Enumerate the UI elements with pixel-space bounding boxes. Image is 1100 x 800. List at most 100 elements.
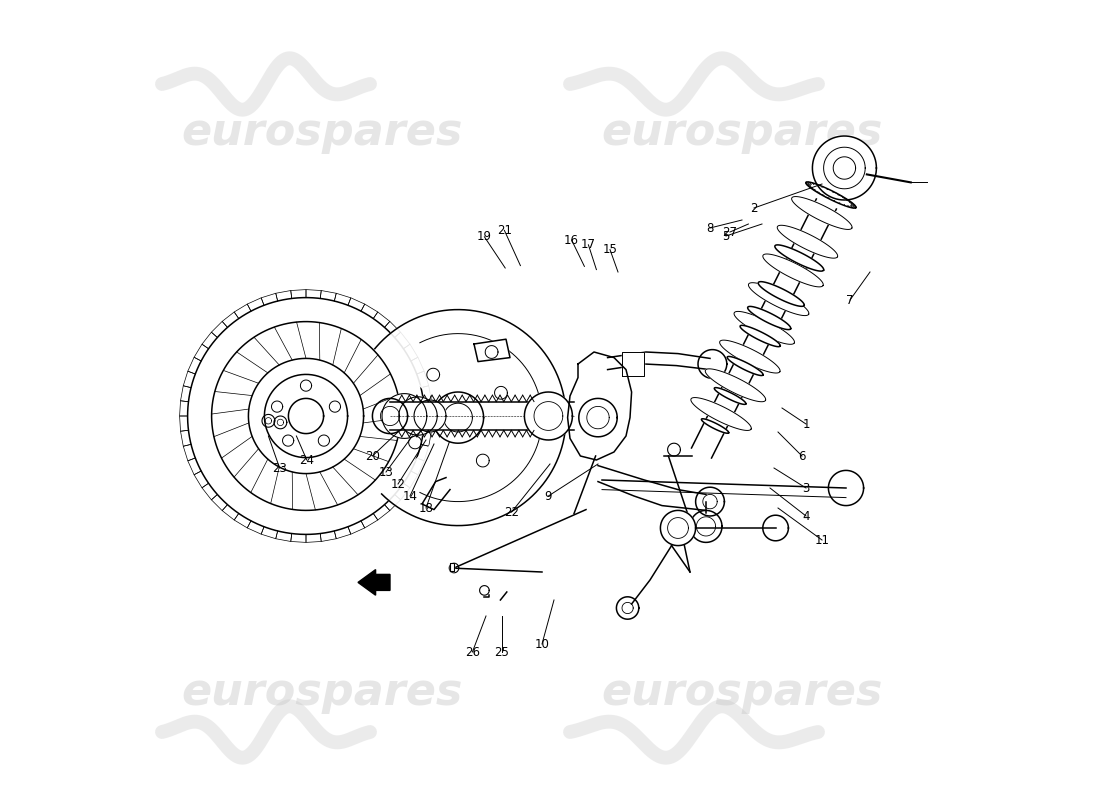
Polygon shape (211, 322, 228, 338)
Polygon shape (248, 298, 264, 311)
Text: 2: 2 (750, 202, 758, 214)
Polygon shape (734, 311, 794, 344)
Polygon shape (188, 358, 201, 374)
Text: 17: 17 (581, 238, 596, 251)
Polygon shape (691, 398, 751, 430)
Polygon shape (334, 526, 351, 538)
Text: 14: 14 (403, 490, 418, 502)
Polygon shape (184, 371, 196, 388)
Polygon shape (358, 570, 390, 595)
Polygon shape (778, 226, 838, 258)
Polygon shape (813, 136, 877, 200)
Text: eurospares: eurospares (602, 670, 882, 714)
Polygon shape (421, 430, 431, 446)
Polygon shape (404, 471, 418, 488)
Text: 9: 9 (544, 490, 552, 502)
Polygon shape (306, 534, 321, 542)
Polygon shape (525, 392, 572, 440)
Polygon shape (373, 505, 389, 520)
Polygon shape (180, 386, 191, 402)
Polygon shape (385, 322, 400, 338)
Polygon shape (276, 290, 292, 301)
Polygon shape (421, 386, 431, 402)
Polygon shape (222, 312, 239, 327)
Polygon shape (762, 254, 823, 287)
Polygon shape (621, 352, 645, 376)
Text: 5: 5 (723, 230, 729, 242)
Polygon shape (306, 290, 321, 298)
Polygon shape (414, 400, 446, 432)
Text: eurospares: eurospares (182, 110, 463, 154)
Text: 7: 7 (846, 294, 854, 306)
Polygon shape (417, 371, 429, 388)
Polygon shape (399, 397, 437, 435)
Polygon shape (404, 344, 418, 361)
Polygon shape (692, 199, 836, 458)
Polygon shape (382, 394, 427, 438)
Text: 16: 16 (564, 234, 579, 246)
Polygon shape (568, 352, 631, 460)
Text: 27: 27 (723, 226, 737, 238)
Polygon shape (758, 282, 804, 306)
Text: 20: 20 (365, 450, 380, 462)
Text: 1: 1 (802, 418, 810, 430)
Polygon shape (702, 418, 728, 434)
Polygon shape (211, 494, 228, 510)
Polygon shape (714, 388, 746, 404)
Polygon shape (424, 416, 432, 431)
Polygon shape (261, 294, 277, 306)
Polygon shape (348, 521, 365, 534)
Text: 26: 26 (465, 646, 480, 658)
Polygon shape (320, 290, 337, 301)
Polygon shape (194, 471, 209, 488)
Polygon shape (194, 344, 209, 361)
Text: 10: 10 (535, 638, 549, 650)
Polygon shape (348, 298, 365, 311)
Text: 19: 19 (477, 230, 492, 243)
Polygon shape (727, 357, 763, 375)
Polygon shape (334, 294, 351, 306)
Text: 22: 22 (504, 506, 519, 518)
Polygon shape (740, 326, 780, 346)
Polygon shape (248, 521, 264, 534)
Text: 13: 13 (378, 466, 394, 478)
Text: 4: 4 (802, 510, 810, 522)
Text: 23: 23 (272, 462, 287, 474)
Polygon shape (719, 340, 780, 373)
Polygon shape (375, 310, 566, 526)
Text: 15: 15 (603, 243, 617, 256)
Polygon shape (361, 304, 377, 318)
Polygon shape (792, 197, 852, 230)
Text: 3: 3 (802, 482, 810, 494)
Text: 6: 6 (799, 450, 805, 462)
Polygon shape (410, 358, 425, 374)
Polygon shape (774, 245, 824, 271)
Text: 12: 12 (390, 478, 406, 490)
Polygon shape (320, 531, 337, 542)
Polygon shape (234, 304, 251, 318)
Polygon shape (450, 563, 454, 571)
Polygon shape (184, 444, 196, 461)
Text: 8: 8 (706, 222, 714, 234)
Text: 24: 24 (299, 454, 315, 466)
Text: eurospares: eurospares (602, 110, 882, 154)
Polygon shape (290, 534, 306, 542)
Polygon shape (417, 444, 429, 461)
Polygon shape (660, 510, 695, 546)
Polygon shape (373, 312, 389, 327)
Polygon shape (361, 514, 377, 528)
Polygon shape (179, 401, 188, 416)
Text: 11: 11 (814, 534, 829, 546)
Polygon shape (410, 458, 425, 474)
Polygon shape (276, 531, 292, 542)
Polygon shape (385, 494, 400, 510)
Text: 21: 21 (497, 224, 512, 237)
Polygon shape (234, 514, 251, 528)
Polygon shape (290, 290, 306, 298)
Polygon shape (474, 339, 510, 362)
Polygon shape (222, 505, 239, 520)
Polygon shape (395, 332, 410, 349)
Polygon shape (395, 483, 410, 500)
Polygon shape (748, 282, 808, 315)
Polygon shape (705, 369, 766, 402)
